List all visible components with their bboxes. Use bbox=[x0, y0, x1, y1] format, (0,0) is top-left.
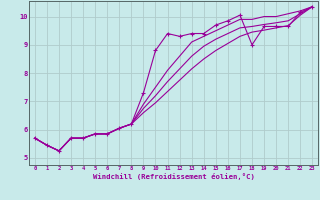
X-axis label: Windchill (Refroidissement éolien,°C): Windchill (Refroidissement éolien,°C) bbox=[93, 173, 254, 180]
